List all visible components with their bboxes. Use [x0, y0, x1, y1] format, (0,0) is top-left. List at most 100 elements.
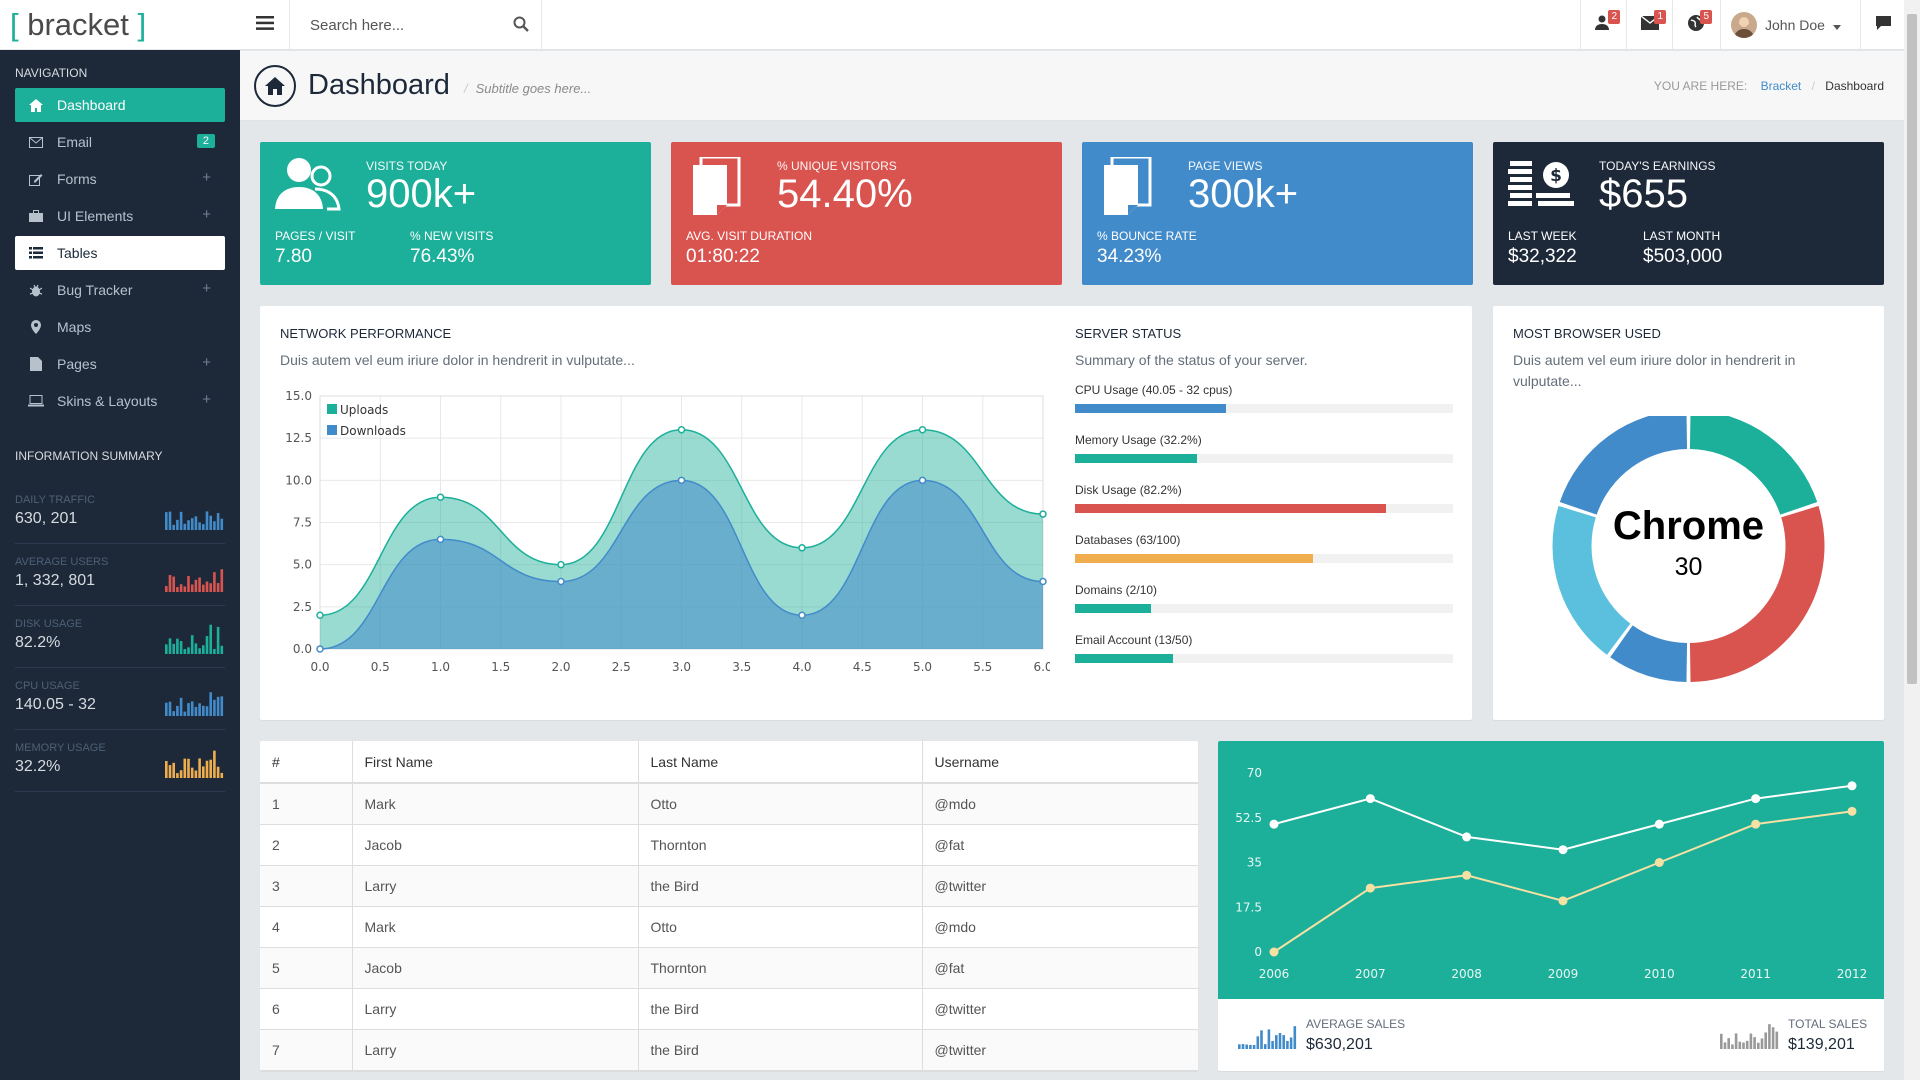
nav-item-email[interactable]: Email 2: [15, 125, 225, 159]
page-scrollbar[interactable]: [1904, 0, 1920, 1080]
server-status-item: Disk Usage (82.2%): [1075, 483, 1455, 513]
data-point[interactable]: [557, 560, 565, 569]
chat-toggle-button[interactable]: [1860, 0, 1906, 50]
data-point[interactable]: [1751, 794, 1761, 804]
table-row[interactable]: 2 Jacob Thornton @fat: [260, 824, 1198, 866]
table-row[interactable]: 7 Larry the Bird @twitter: [260, 1029, 1198, 1071]
nav-item-ui-elements[interactable]: UI Elements +: [15, 199, 225, 233]
nav-item-bug-tracker[interactable]: Bug Tracker +: [15, 273, 225, 307]
data-point[interactable]: [1847, 781, 1857, 791]
data-point[interactable]: [436, 535, 445, 544]
data-point[interactable]: [677, 476, 686, 485]
x-tick-label: 4.0: [792, 660, 811, 674]
user-menu-dropdown[interactable]: John Doe: [1720, 0, 1860, 50]
table-cell: @twitter: [922, 865, 1198, 907]
donut-slice[interactable]: [1689, 416, 1818, 515]
progress-fill: [1075, 554, 1314, 563]
spark-bar: [179, 641, 183, 654]
comment-icon: [1876, 15, 1891, 35]
spark-bar: [1278, 1033, 1282, 1049]
data-point[interactable]: [1847, 806, 1857, 816]
notifications-button[interactable]: 5: [1672, 0, 1718, 50]
server-status-item: Domains (2/10): [1075, 583, 1455, 613]
nav-item-skins-layouts[interactable]: Skins & Layouts +: [15, 384, 225, 418]
data-point[interactable]: [436, 493, 445, 501]
spark-bar: [216, 696, 220, 716]
data-point[interactable]: [557, 577, 565, 586]
data-point[interactable]: [1462, 832, 1472, 842]
messages-button[interactable]: 1: [1626, 0, 1672, 50]
nav-item-maps[interactable]: Maps: [15, 310, 225, 344]
table-row[interactable]: 4 Mark Otto @mdo: [260, 906, 1198, 948]
nav-item-forms[interactable]: Forms +: [15, 162, 225, 196]
logo[interactable]: [ bracket ]: [0, 0, 240, 50]
nav-item-pages[interactable]: Pages +: [15, 347, 225, 381]
expand-icon[interactable]: +: [202, 354, 211, 371]
breadcrumb-link[interactable]: Bracket: [1760, 79, 1802, 93]
users-icon: [1594, 15, 1613, 36]
search-input[interactable]: [290, 0, 490, 50]
data-point[interactable]: [1558, 845, 1568, 855]
nav-item-dashboard[interactable]: Dashboard: [15, 88, 225, 122]
data-point[interactable]: [1462, 870, 1472, 880]
column-header: Last Name: [638, 741, 923, 784]
spark-bar: [165, 702, 168, 716]
spark-bar: [1753, 1037, 1756, 1049]
data-point[interactable]: [1365, 794, 1375, 804]
expand-icon[interactable]: +: [202, 280, 211, 297]
data-point[interactable]: [1039, 577, 1047, 586]
table-cell: @twitter: [922, 988, 1198, 1030]
scrollbar-thumb[interactable]: [1907, 14, 1917, 684]
data-point[interactable]: [677, 425, 686, 434]
nav-label: Tables: [57, 245, 98, 261]
spark-bar: [1760, 1038, 1764, 1049]
data-point[interactable]: [1654, 819, 1664, 829]
data-point[interactable]: [1039, 510, 1047, 518]
users-table: # First Name Last Name Username 1 Mark Ott…: [260, 741, 1198, 1071]
table-cell: Thornton: [638, 947, 923, 989]
table-cell: @fat: [922, 824, 1198, 866]
donut-slice[interactable]: [1552, 505, 1631, 655]
table-row[interactable]: 5 Jacob Thornton @fat: [260, 947, 1198, 989]
spark-bar: [1768, 1024, 1771, 1049]
spark-bar: [172, 576, 175, 592]
table-cell: the Bird: [638, 865, 923, 907]
nav-item-tables[interactable]: Tables: [15, 236, 225, 270]
data-point[interactable]: [798, 611, 806, 620]
spark-bar: [183, 649, 187, 654]
data-point[interactable]: [1558, 896, 1568, 906]
spark-bar: [179, 511, 183, 530]
table-row[interactable]: 3 Larry the Bird @twitter: [260, 865, 1198, 907]
x-tick-label: 2.5: [612, 660, 631, 674]
spark-bar: [1275, 1035, 1278, 1049]
data-point[interactable]: [1654, 858, 1664, 867]
browser-usage-panel: Most Browser Used Duis autem vel eum iri…: [1493, 306, 1884, 720]
friend-requests-button[interactable]: 2: [1580, 0, 1626, 50]
data-point[interactable]: [1365, 883, 1375, 893]
data-point[interactable]: [918, 476, 927, 485]
data-point[interactable]: [798, 544, 806, 552]
data-point[interactable]: [1751, 819, 1761, 829]
donut-slice[interactable]: [1610, 625, 1688, 682]
data-point[interactable]: [918, 425, 927, 434]
data-point[interactable]: [316, 645, 324, 653]
donut-slice[interactable]: [1689, 505, 1825, 682]
data-point[interactable]: [1269, 819, 1279, 829]
search-icon[interactable]: [513, 16, 529, 37]
table-row[interactable]: 1 Mark Otto @mdo: [260, 783, 1198, 825]
data-point[interactable]: [316, 611, 324, 620]
expand-icon[interactable]: +: [202, 391, 211, 408]
donut-slice[interactable]: [1559, 416, 1688, 515]
table-cell: the Bird: [638, 988, 923, 1030]
expand-icon[interactable]: +: [202, 169, 211, 186]
menu-toggle-button[interactable]: [240, 0, 290, 50]
expand-icon[interactable]: +: [202, 206, 211, 223]
tile-caption: Today's Earnings: [1599, 159, 1716, 173]
spark-bar: [176, 587, 179, 592]
progress-bar: [1075, 554, 1453, 563]
sparkline-chart: [165, 569, 224, 592]
tile-sub-value: $503,000: [1643, 246, 1723, 267]
table-cell: @twitter: [922, 1029, 1198, 1071]
table-row[interactable]: 6 Larry the Bird @twitter: [260, 988, 1198, 1030]
data-point[interactable]: [1269, 947, 1279, 957]
